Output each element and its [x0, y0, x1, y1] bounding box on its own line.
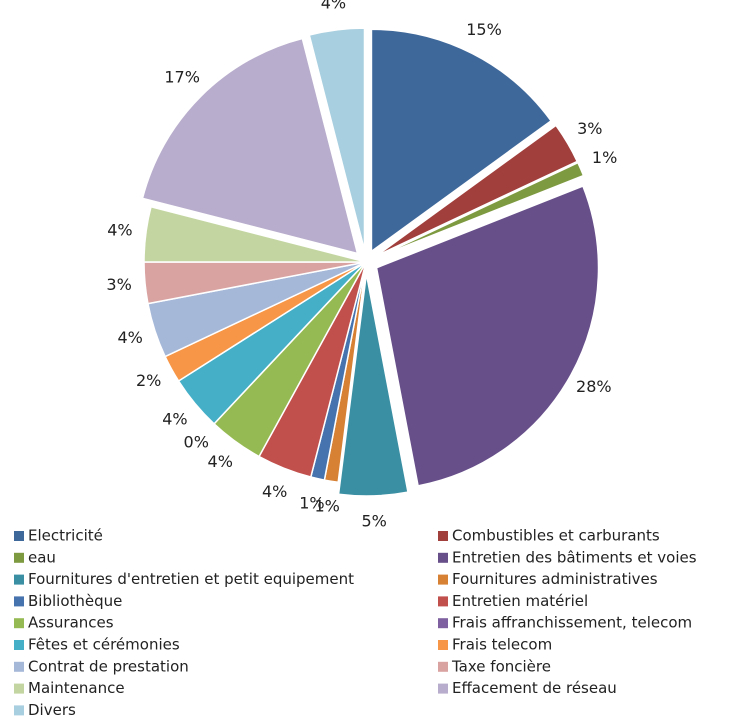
data-label: 28%	[576, 377, 612, 396]
legend-swatch	[14, 531, 24, 541]
data-label: 5%	[361, 511, 386, 530]
legend-swatch	[438, 531, 448, 541]
data-label: 4%	[107, 220, 132, 239]
legend-label: Entretien matériel	[452, 592, 588, 610]
legend-label: Taxe foncière	[451, 657, 551, 675]
data-label: 1%	[592, 148, 617, 167]
data-label: 3%	[577, 119, 602, 138]
data-label: 0%	[184, 432, 209, 451]
legend-label: Fournitures d'entretien et petit equipem…	[28, 570, 354, 588]
pie-slice	[308, 27, 366, 251]
pie-slice	[337, 273, 409, 497]
pie-slice	[375, 185, 600, 487]
pie-slice	[376, 161, 585, 258]
data-label: 4%	[208, 452, 233, 471]
pie-slice	[141, 37, 359, 255]
legend-label: Frais affranchissement, telecom	[452, 614, 692, 632]
legend-swatch	[14, 552, 24, 563]
legend-label: Fournitures administratives	[452, 570, 658, 588]
legend-swatch	[438, 683, 448, 694]
legend-label: eau	[28, 548, 56, 566]
data-label: 3%	[106, 275, 131, 294]
data-label: 2%	[136, 371, 161, 390]
legend-swatch	[438, 596, 448, 607]
legend-label: Combustibles et carburants	[452, 527, 660, 545]
data-label: 1%	[315, 496, 340, 515]
legend-label: Assurances	[28, 614, 114, 632]
legend-label: Maintenance	[28, 679, 125, 697]
legend-swatch	[14, 661, 24, 672]
data-label: 4%	[262, 482, 287, 501]
legend-swatch	[14, 640, 24, 650]
legend-swatch	[438, 552, 448, 563]
legend-swatch	[14, 596, 24, 607]
data-label: 4%	[117, 328, 142, 347]
data-label: 4%	[321, 0, 346, 13]
legend-label: Electricité	[28, 527, 103, 545]
legend-label: Contrat de prestation	[28, 657, 189, 675]
data-label: 4%	[162, 410, 187, 429]
pie-slice	[143, 205, 367, 263]
pie-slice	[370, 28, 553, 253]
data-label: 1%	[299, 494, 324, 513]
legend-label: Effacement de réseau	[452, 679, 617, 697]
legend-swatch	[14, 574, 24, 585]
legend-label: Divers	[28, 701, 76, 718]
legend-label: Fêtes et cérémonies	[28, 636, 180, 654]
data-label: 17%	[164, 68, 200, 87]
data-label: 15%	[466, 20, 502, 39]
legend-label: Bibliothèque	[28, 592, 122, 610]
legend-label: Frais telecom	[452, 636, 552, 654]
legend-swatch	[438, 574, 448, 585]
pie-slice	[375, 124, 579, 257]
legend-swatch	[438, 618, 448, 629]
legend-swatch	[14, 618, 24, 629]
legend-swatch	[14, 683, 24, 694]
legend-label: Entretien des bâtiments et voies	[452, 548, 697, 566]
legend-swatch	[438, 661, 448, 672]
legend-swatch	[14, 705, 24, 716]
legend-swatch	[438, 640, 448, 650]
